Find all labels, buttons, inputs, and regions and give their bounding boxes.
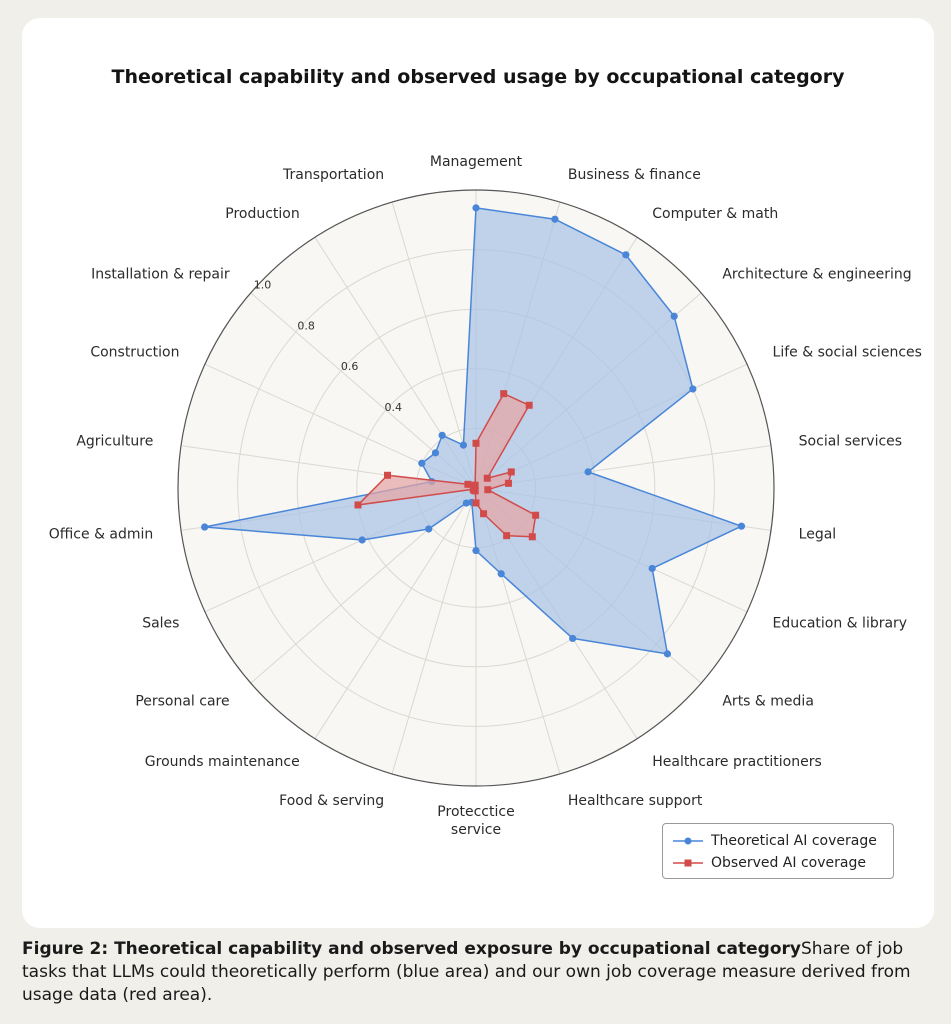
data-point-0 <box>358 536 366 544</box>
caption-text: Share of job tasks that LLMs could theor… <box>22 939 911 1005</box>
data-point-1 <box>532 511 540 519</box>
category-label: Architecture & engineering <box>722 267 911 283</box>
figure-caption: Figure 2: Theoretical capability and obs… <box>22 938 934 1007</box>
category-label: Arts & media <box>722 693 814 709</box>
data-point-1 <box>464 480 472 488</box>
data-point-1 <box>507 468 515 476</box>
data-point-1 <box>384 471 392 479</box>
legend-item-observed: Observed AI coverage <box>673 852 883 874</box>
data-point-0 <box>689 385 697 393</box>
r-tick-label: 0.8 <box>297 319 315 332</box>
category-label: Life & social sciences <box>773 345 922 361</box>
data-point-0 <box>459 441 468 449</box>
data-point-0 <box>648 564 656 573</box>
legend-swatch-observed <box>673 859 703 867</box>
grid-spoke <box>391 201 477 489</box>
category-label: Education & library <box>773 615 908 631</box>
legend-item-theoretical: Theoretical AI coverage <box>673 830 883 852</box>
data-point-1 <box>483 474 491 482</box>
data-point-0 <box>425 525 433 533</box>
data-point-0 <box>551 215 559 223</box>
data-point-1 <box>503 532 511 540</box>
category-label: Production <box>225 206 299 222</box>
category-label: Computer & math <box>652 206 778 222</box>
data-point-0 <box>462 499 470 507</box>
data-point-0 <box>497 570 505 578</box>
data-point-0 <box>584 468 592 476</box>
category-label: Legal <box>799 526 837 542</box>
plot-border <box>177 189 775 787</box>
data-point-0 <box>472 204 480 212</box>
category-label: Personal care <box>135 693 229 709</box>
category-label: Transportation <box>282 167 384 183</box>
chart-title: Theoretical capability and observed usag… <box>111 66 845 88</box>
data-point-1 <box>484 486 492 494</box>
category-label: Social services <box>799 434 902 450</box>
category-label: Sales <box>142 615 179 631</box>
data-point-0 <box>201 523 209 531</box>
legend-label-observed: Observed AI coverage <box>711 855 866 871</box>
data-point-0 <box>438 431 446 439</box>
data-point-1 <box>525 401 533 409</box>
data-point-0 <box>663 650 672 658</box>
data-point-0 <box>418 459 426 467</box>
category-label: Healthcare support <box>568 793 703 809</box>
data-point-1 <box>472 439 480 447</box>
grid-spoke <box>314 487 477 739</box>
data-point-1 <box>500 390 508 398</box>
data-point-1 <box>354 501 362 509</box>
caption-bold: Figure 2: Theoretical capability and obs… <box>22 939 801 959</box>
data-point-1 <box>472 499 480 507</box>
category-label: Agriculture <box>76 434 153 450</box>
r-tick-label: 1.0 <box>254 279 272 292</box>
legend-label-theoretical: Theoretical AI coverage <box>711 833 877 849</box>
legend-swatch-theoretical <box>673 837 703 845</box>
legend: Theoretical AI coverage Observed AI cove… <box>662 823 894 879</box>
data-point-1 <box>528 533 536 541</box>
category-label: Installation & repair <box>91 267 230 283</box>
radar-chart: 0.4 0.6 0.8 1.0 Management Business & finance… <box>49 154 922 838</box>
chart-card: Theoretical capability and observed usag… <box>22 18 934 928</box>
grid-spoke <box>391 487 477 775</box>
data-point-1 <box>480 510 488 518</box>
data-point-0 <box>472 546 480 555</box>
category-label: Food & serving <box>279 793 384 809</box>
category-label: Management <box>430 154 523 170</box>
category-label: Protecctice service <box>437 804 514 838</box>
category-label: Healthcare practitioners <box>652 754 822 770</box>
data-point-0 <box>622 251 630 259</box>
data-point-0 <box>670 312 678 320</box>
category-label: Grounds maintenance <box>145 754 300 770</box>
data-point-0 <box>431 449 440 457</box>
data-point-1 <box>471 481 479 489</box>
data-point-0 <box>569 634 577 643</box>
category-label: Construction <box>90 345 179 361</box>
r-tick-label: 0.4 <box>384 401 402 414</box>
r-tick-label: 0.6 <box>341 360 359 373</box>
data-point-1 <box>504 479 512 487</box>
data-point-0 <box>737 522 746 530</box>
category-label: Business & finance <box>568 167 701 183</box>
category-label: Office & admin <box>49 526 154 542</box>
